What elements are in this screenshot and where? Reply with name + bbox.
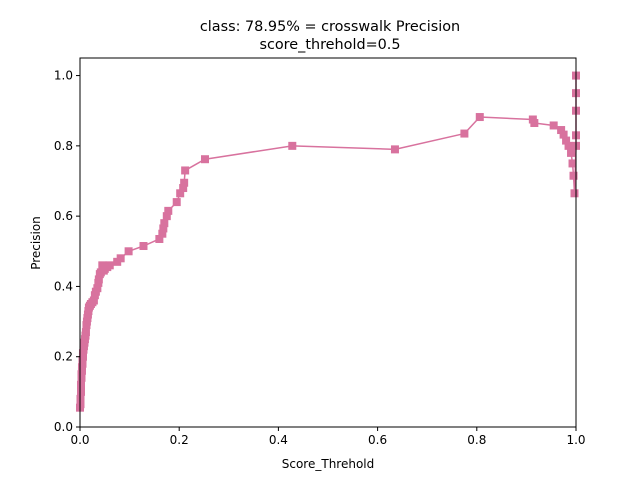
data-point-marker	[567, 148, 576, 157]
x-tick-label: 0.4	[269, 433, 288, 447]
x-tick-label: 0.6	[368, 433, 387, 447]
y-tick-label: 0.8	[54, 139, 73, 153]
data-point-marker	[568, 159, 577, 168]
data-point-marker	[76, 387, 85, 396]
plot-background	[80, 58, 576, 427]
data-point-marker	[94, 275, 103, 284]
data-point-marker	[562, 136, 571, 145]
y-tick-label: 0.2	[54, 350, 73, 364]
data-point-marker	[549, 121, 558, 130]
x-axis-label: Score_Threhold	[282, 457, 375, 471]
plot-area	[80, 58, 576, 427]
data-point-marker	[460, 129, 469, 138]
data-point-marker	[116, 254, 125, 263]
data-point-marker	[89, 296, 98, 305]
y-tick-label: 0.4	[54, 279, 73, 293]
data-point-marker	[200, 155, 209, 164]
data-point-marker	[181, 166, 190, 175]
data-point-marker	[180, 178, 189, 187]
y-tick-label: 0.0	[54, 420, 73, 434]
data-point-marker	[564, 141, 573, 150]
x-tick-label: 0.0	[70, 433, 89, 447]
data-point-marker	[530, 119, 539, 128]
y-tick-label: 1.0	[54, 69, 73, 83]
data-point-marker	[124, 247, 133, 256]
data-point-marker	[570, 189, 579, 198]
y-tick-label: 0.6	[54, 209, 73, 223]
data-point-marker	[288, 141, 297, 150]
data-point-marker	[105, 261, 114, 270]
y-axis-label: Precision	[29, 216, 43, 270]
data-point-marker	[559, 130, 568, 139]
data-point-marker	[159, 224, 168, 233]
data-point-marker	[557, 126, 566, 135]
data-point-marker	[172, 198, 181, 207]
data-point-marker	[390, 145, 399, 154]
data-point-marker	[81, 328, 90, 337]
data-point-marker	[155, 234, 164, 243]
data-point-marker	[164, 206, 173, 215]
data-point-marker	[475, 113, 484, 122]
x-tick-label: 0.8	[467, 433, 486, 447]
x-tick-label: 0.2	[170, 433, 189, 447]
axes: 0.0 0.2 0.4 0.6 0.8 1.0 0.0 0.2 0.4 0.6 0.8 1.0	[54, 57, 586, 447]
chart-subtitle: score_threhold=0.5	[259, 37, 400, 53]
axes-frame	[79, 57, 577, 428]
data-point-marker	[569, 171, 578, 180]
data-point-marker	[160, 219, 169, 228]
data-point-marker	[162, 212, 171, 221]
data-point-marker	[139, 242, 148, 251]
data-point-marker	[176, 189, 185, 198]
data-point-marker	[179, 184, 188, 193]
x-tick-label: 1.0	[566, 433, 585, 447]
data-point-marker	[158, 229, 167, 238]
data-point-marker	[93, 284, 102, 293]
chart-title: class: 78.95% = crosswalk Precision	[200, 19, 460, 35]
data-point-marker	[76, 380, 85, 389]
